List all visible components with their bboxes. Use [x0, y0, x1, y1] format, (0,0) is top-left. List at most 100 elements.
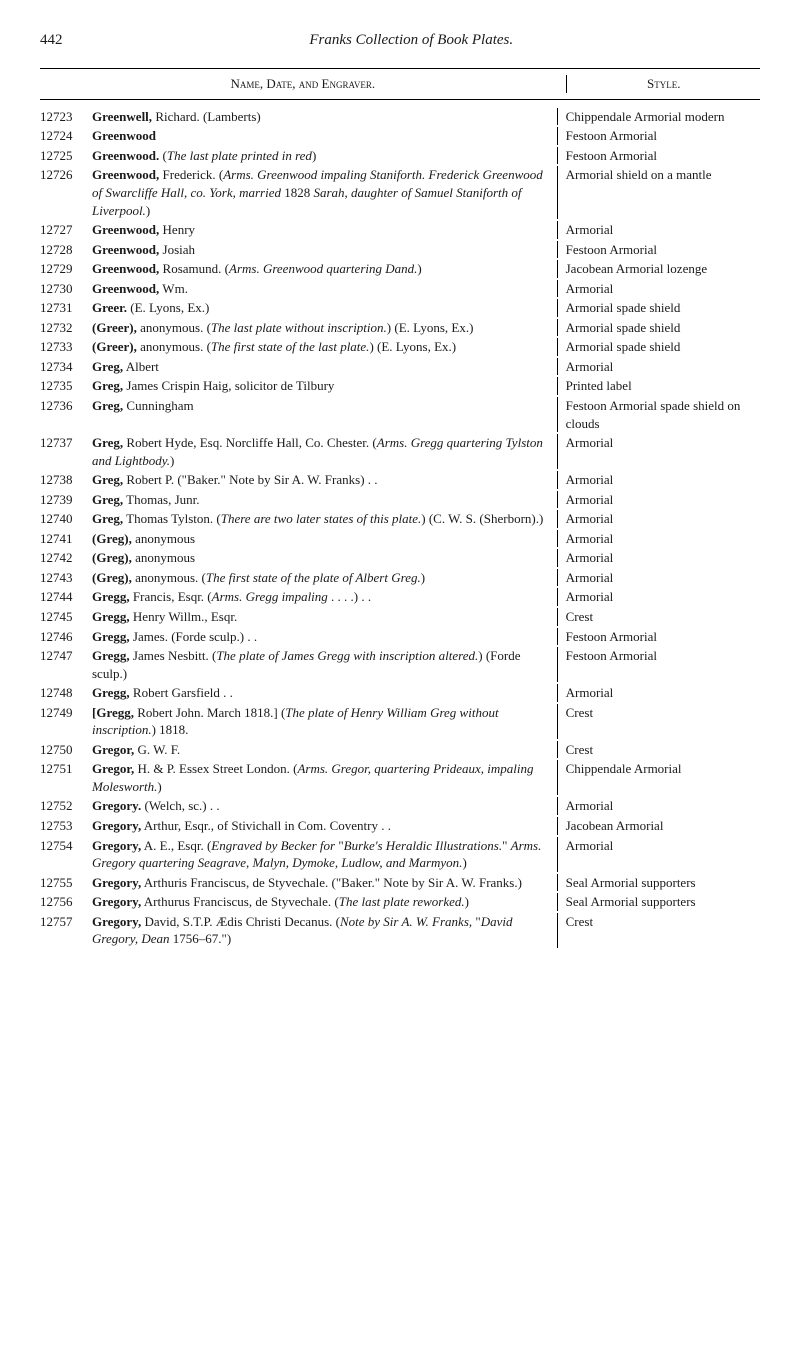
- entry-name-date-engraver: Gregory. (Welch, sc.) . .: [92, 797, 557, 815]
- entry-style: Armorial: [557, 221, 760, 239]
- entry-name-date-engraver: Gregory, Arthurus Franciscus, de Styvech…: [92, 893, 557, 911]
- table-row: 12742(Greg), anonymousArmorial: [40, 549, 760, 567]
- entry-id: 12743: [40, 569, 92, 587]
- entry-name-date-engraver: Greenwood. (The last plate printed in re…: [92, 147, 557, 165]
- entry-id: 12733: [40, 338, 92, 356]
- entry-style: Armorial: [557, 684, 760, 702]
- entry-id: 12744: [40, 588, 92, 606]
- entry-id: 12725: [40, 147, 92, 165]
- entry-style: Armorial: [557, 549, 760, 567]
- entry-name-date-engraver: Greenwood, Rosamund. (Arms. Greenwood qu…: [92, 260, 557, 278]
- entry-name-date-engraver: Greg, Cunningham: [92, 397, 557, 432]
- entry-style: Festoon Armorial: [557, 127, 760, 145]
- table-row: 12747Gregg, James Nesbitt. (The plate of…: [40, 647, 760, 682]
- table-row: 12755Gregory, Arthuris Franciscus, de St…: [40, 874, 760, 892]
- entry-id: 12752: [40, 797, 92, 815]
- entry-style: Festoon Armorial: [557, 147, 760, 165]
- entry-id: 12732: [40, 319, 92, 337]
- table-row: 12736Greg, CunninghamFestoon Armorial sp…: [40, 397, 760, 432]
- table-row: 12751Gregor, H. & P. Essex Street London…: [40, 760, 760, 795]
- page-number: 442: [40, 30, 63, 50]
- table-row: 12743(Greg), anonymous. (The first state…: [40, 569, 760, 587]
- entry-style: Armorial: [557, 510, 760, 528]
- entry-name-date-engraver: Greenwood, Henry: [92, 221, 557, 239]
- entry-style: Printed label: [557, 377, 760, 395]
- entry-id: 12745: [40, 608, 92, 626]
- table-row: 12753Gregory, Arthur, Esqr., of Stivicha…: [40, 817, 760, 835]
- entry-name-date-engraver: Greer. (E. Lyons, Ex.): [92, 299, 557, 317]
- table-row: 12726Greenwood, Frederick. (Arms. Greenw…: [40, 166, 760, 219]
- entry-style: Festoon Armorial: [557, 241, 760, 259]
- table-row: 12737Greg, Robert Hyde, Esq. Norcliffe H…: [40, 434, 760, 469]
- entry-style: Armorial: [557, 588, 760, 606]
- entry-style: Armorial: [557, 530, 760, 548]
- entry-style: Festoon Armorial: [557, 628, 760, 646]
- entry-id: 12749: [40, 704, 92, 739]
- entry-name-date-engraver: Greg, Albert: [92, 358, 557, 376]
- table-row: 12734Greg, AlbertArmorial: [40, 358, 760, 376]
- entry-name-date-engraver: Greenwood, Frederick. (Arms. Greenwood i…: [92, 166, 557, 219]
- col-header-nde: Name, Date, and Engraver.: [40, 75, 566, 93]
- entry-name-date-engraver: Greg, Thomas, Junr.: [92, 491, 557, 509]
- entry-id: 12727: [40, 221, 92, 239]
- entry-name-date-engraver: Gregor, G. W. F.: [92, 741, 557, 759]
- entry-name-date-engraver: Greg, James Crispin Haig, solicitor de T…: [92, 377, 557, 395]
- entry-style: Festoon Armorial: [557, 647, 760, 682]
- table-row: 12748Gregg, Robert Garsfield . .Armorial: [40, 684, 760, 702]
- table-row: 12740Greg, Thomas Tylston. (There are tw…: [40, 510, 760, 528]
- page-header: 442 Franks Collection of Book Plates.: [40, 30, 760, 50]
- entry-id: 12724: [40, 127, 92, 145]
- entry-style: Armorial spade shield: [557, 299, 760, 317]
- entry-name-date-engraver: (Greg), anonymous: [92, 549, 557, 567]
- entry-name-date-engraver: Gregg, Francis, Esqr. (Arms. Gregg impal…: [92, 588, 557, 606]
- table-row: 12739Greg, Thomas, Junr.Armorial: [40, 491, 760, 509]
- table-row: 12727Greenwood, HenryArmorial: [40, 221, 760, 239]
- entry-id: 12726: [40, 166, 92, 219]
- entry-id: 12731: [40, 299, 92, 317]
- entry-name-date-engraver: Gregg, James. (Forde sculp.) . .: [92, 628, 557, 646]
- entry-name-date-engraver: Gregg, James Nesbitt. (The plate of Jame…: [92, 647, 557, 682]
- table-row: 12731Greer. (E. Lyons, Ex.)Armorial spad…: [40, 299, 760, 317]
- entry-style: Armorial: [557, 491, 760, 509]
- entry-name-date-engraver: Gregory, Arthuris Franciscus, de Styvech…: [92, 874, 557, 892]
- entry-style: Armorial: [557, 358, 760, 376]
- entry-id: 12741: [40, 530, 92, 548]
- entry-style: Armorial: [557, 471, 760, 489]
- table-row: 12725Greenwood. (The last plate printed …: [40, 147, 760, 165]
- entry-style: Armorial: [557, 280, 760, 298]
- entry-name-date-engraver: (Greg), anonymous: [92, 530, 557, 548]
- entry-id: 12738: [40, 471, 92, 489]
- entry-id: 12739: [40, 491, 92, 509]
- entry-id: 12754: [40, 837, 92, 872]
- entry-id: 12729: [40, 260, 92, 278]
- entries-list: 12723Greenwell, Richard. (Lamberts)Chipp…: [40, 108, 760, 948]
- table-row: 12741(Greg), anonymousArmorial: [40, 530, 760, 548]
- entry-id: 12747: [40, 647, 92, 682]
- entry-style: Jacobean Armorial: [557, 817, 760, 835]
- entry-name-date-engraver: Gregory, A. E., Esqr. (Engraved by Becke…: [92, 837, 557, 872]
- entry-name-date-engraver: Greg, Thomas Tylston. (There are two lat…: [92, 510, 557, 528]
- entry-style: Seal Armorial supporters: [557, 893, 760, 911]
- entry-name-date-engraver: Greenwood: [92, 127, 557, 145]
- entry-style: Crest: [557, 741, 760, 759]
- entry-id: 12748: [40, 684, 92, 702]
- entry-name-date-engraver: (Greer), anonymous. (The first state of …: [92, 338, 557, 356]
- entry-id: 12728: [40, 241, 92, 259]
- entry-name-date-engraver: Greg, Robert P. ("Baker." Note by Sir A.…: [92, 471, 557, 489]
- entry-id: 12723: [40, 108, 92, 126]
- entry-style: Festoon Armorial spade shield on clouds: [557, 397, 760, 432]
- entry-style: Seal Armorial supporters: [557, 874, 760, 892]
- entry-id: 12756: [40, 893, 92, 911]
- table-row: 12744Gregg, Francis, Esqr. (Arms. Gregg …: [40, 588, 760, 606]
- entry-name-date-engraver: [Gregg, Robert John. March 1818.] (The p…: [92, 704, 557, 739]
- column-headers: Name, Date, and Engraver. Style.: [40, 69, 760, 100]
- table-row: 12746Gregg, James. (Forde sculp.) . .Fes…: [40, 628, 760, 646]
- entry-style: Armorial spade shield: [557, 338, 760, 356]
- table-row: 12752Gregory. (Welch, sc.) . .Armorial: [40, 797, 760, 815]
- entry-name-date-engraver: Gregg, Robert Garsfield . .: [92, 684, 557, 702]
- entry-style: Jacobean Armorial lozenge: [557, 260, 760, 278]
- entry-id: 12734: [40, 358, 92, 376]
- entry-style: Armorial: [557, 797, 760, 815]
- entry-id: 12740: [40, 510, 92, 528]
- entry-style: Crest: [557, 704, 760, 739]
